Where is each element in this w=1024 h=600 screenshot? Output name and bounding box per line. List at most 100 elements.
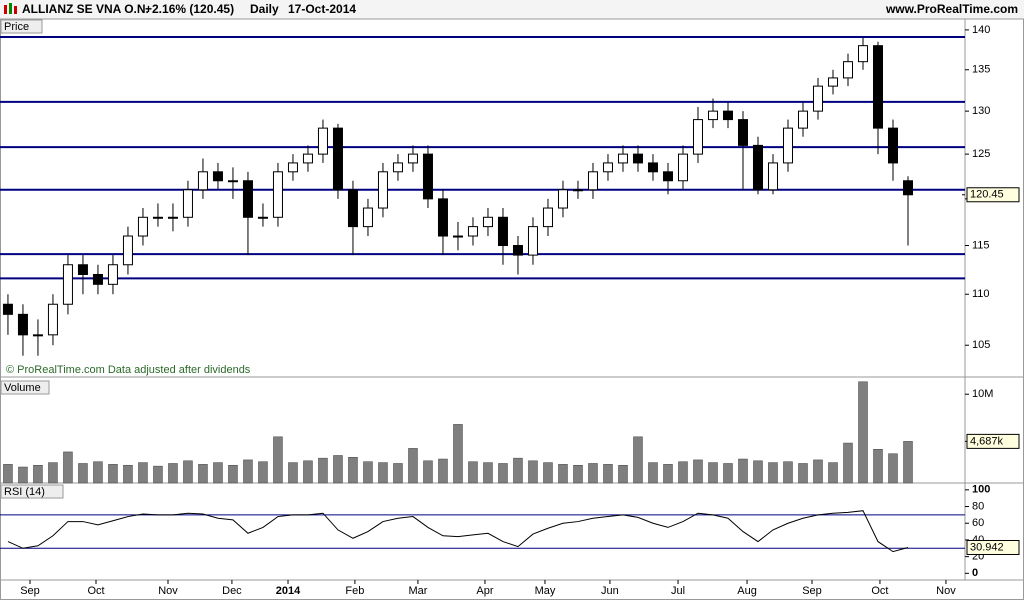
candle-body: [347, 189, 358, 228]
y-tick-label: 10M: [972, 388, 993, 400]
volume-bar: [33, 464, 43, 484]
volume-bar: [453, 424, 463, 484]
candle-body: [482, 216, 493, 228]
candle-body: [167, 216, 178, 219]
volume-bar: [633, 436, 643, 484]
volume-bar: [558, 464, 568, 484]
candle-body: [542, 207, 553, 228]
candle-body: [2, 303, 13, 315]
panel-label: RSI (14): [4, 486, 45, 498]
volume-bar: [138, 462, 148, 484]
volume-bar: [168, 463, 178, 484]
volume-bar: [618, 464, 628, 484]
volume-bar: [903, 441, 913, 484]
candle-body: [857, 45, 868, 63]
candle-body: [137, 216, 148, 237]
candle-body: [212, 171, 223, 182]
candle-body: [767, 162, 778, 191]
volume-bar: [93, 461, 103, 484]
candle-body: [152, 216, 163, 219]
instrument-title: ALLIANZ SE VNA O.N.: [22, 2, 149, 16]
volume-bar: [468, 461, 478, 484]
volume-bar: [333, 455, 343, 484]
app-icon: [4, 3, 17, 14]
candle-body: [722, 110, 733, 121]
x-tick-label: Jun: [601, 585, 619, 597]
candle-body: [272, 171, 283, 218]
x-tick-label: Oct: [871, 585, 888, 597]
candle-body: [752, 144, 763, 191]
volume-bar: [348, 457, 358, 484]
candle-body: [17, 313, 28, 336]
candle-body: [467, 226, 478, 237]
x-tick-label: Sep: [802, 585, 822, 597]
candle-body: [197, 171, 208, 191]
x-tick-label: Nov: [158, 585, 178, 597]
candle-body: [392, 162, 403, 173]
x-tick-label: Apr: [476, 585, 493, 597]
panel-label: Price: [4, 21, 29, 33]
volume-bar: [663, 464, 673, 484]
volume-bar: [708, 462, 718, 484]
footnote: © ProRealTime.com Data adjusted after di…: [6, 364, 251, 376]
volume-bar: [888, 453, 898, 484]
volume-bar: [273, 436, 283, 484]
candle-body: [902, 180, 913, 196]
volume-bar: [768, 462, 778, 484]
candle-body: [122, 235, 133, 266]
candle-body: [827, 77, 838, 87]
volume-bar: [678, 461, 688, 484]
candle-body: [182, 189, 193, 218]
volume-bar: [198, 464, 208, 484]
y-tick-label: 125: [972, 148, 990, 160]
y-tick-label: 0: [972, 567, 978, 579]
volume-bar: [873, 449, 883, 484]
volume-bar: [543, 462, 553, 484]
candle-body: [602, 162, 613, 173]
candle-body: [662, 171, 673, 182]
volume-bar: [603, 464, 613, 484]
volume-bar: [48, 462, 58, 484]
candle-body: [557, 189, 568, 209]
candle-body: [47, 303, 58, 336]
volume-bar: [228, 464, 238, 484]
candle-body: [257, 216, 268, 219]
rsi-value-label-box: [966, 539, 1020, 555]
candle-body: [107, 264, 118, 285]
volume-bar: [153, 465, 163, 484]
candle-body: [692, 119, 703, 155]
candle-body: [227, 180, 238, 183]
candle-body: [632, 153, 643, 164]
candle-body: [422, 153, 433, 200]
candle-body: [512, 245, 523, 256]
volume-bar: [828, 462, 838, 484]
source: www.ProRealTime.com: [885, 2, 1018, 16]
panel-label-box: [0, 380, 50, 395]
candle-body: [782, 127, 793, 164]
candle-body: [62, 264, 73, 305]
volume-bar: [63, 451, 73, 484]
volume-bar: [303, 460, 313, 484]
candle-body: [452, 235, 463, 238]
candle-body: [332, 127, 343, 191]
candle-body: [587, 171, 598, 191]
candle-body: [677, 153, 688, 182]
candle-body: [872, 45, 883, 129]
x-tick-label: Jul: [671, 585, 685, 597]
candle-body: [647, 162, 658, 173]
volume-bar: [783, 461, 793, 484]
volume-bar: [438, 458, 448, 484]
y-tick-label: 135: [972, 64, 990, 76]
period: Daily: [250, 2, 279, 16]
header-bar: [0, 0, 1024, 19]
volume-bar: [243, 459, 253, 484]
y-tick-label: 140: [972, 24, 990, 36]
volume-bar: [528, 460, 538, 484]
candle-body: [287, 162, 298, 173]
volume-bar: [288, 462, 298, 484]
volume-bar: [723, 463, 733, 484]
panel-label-box: [0, 484, 64, 499]
candle-body: [797, 110, 808, 129]
y-tick-label: 130: [972, 105, 990, 117]
